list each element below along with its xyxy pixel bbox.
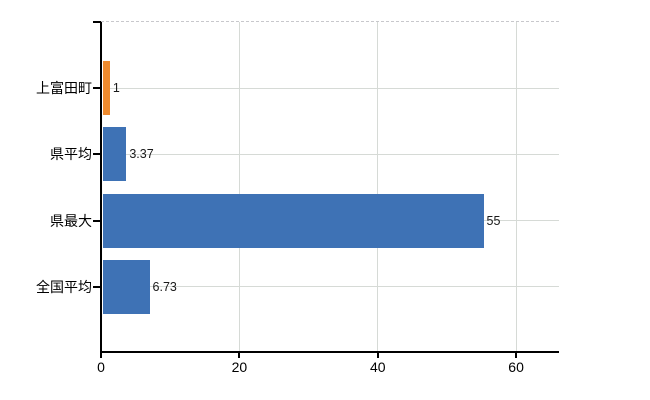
bar bbox=[103, 193, 484, 248]
value-label: 3.37 bbox=[129, 147, 154, 162]
bar bbox=[103, 259, 150, 314]
h-gridline bbox=[103, 286, 559, 288]
x-tick bbox=[238, 353, 241, 358]
x-tick-label: 20 bbox=[231, 359, 248, 375]
h-gridline bbox=[103, 153, 559, 155]
plot-top-border bbox=[101, 21, 559, 22]
x-tick bbox=[100, 353, 102, 358]
category-label: 県最大 bbox=[50, 212, 92, 229]
y-tick bbox=[93, 153, 101, 156]
x-tick bbox=[515, 353, 518, 358]
x-tick-label: 60 bbox=[508, 359, 524, 375]
x-tick bbox=[376, 353, 379, 358]
value-label: 6.73 bbox=[152, 279, 177, 294]
y-tick bbox=[93, 219, 101, 222]
category-label: 県平均 bbox=[50, 146, 92, 163]
v-gridline bbox=[515, 22, 517, 351]
x-axis-line bbox=[100, 351, 559, 353]
x-tick-label: 40 bbox=[369, 359, 386, 375]
bar bbox=[103, 61, 110, 116]
h-gridline bbox=[103, 87, 559, 89]
v-gridline bbox=[238, 22, 240, 351]
bar bbox=[103, 127, 127, 182]
value-label: 1 bbox=[112, 81, 120, 96]
plot-area bbox=[101, 22, 559, 353]
category-label: 上富田町 bbox=[36, 80, 92, 97]
y-tick bbox=[93, 87, 101, 90]
y-tick bbox=[93, 285, 101, 288]
x-tick-label: 0 bbox=[97, 359, 105, 375]
y-axis-line bbox=[100, 22, 102, 353]
y-axis-top-tick bbox=[93, 21, 101, 23]
v-gridline bbox=[377, 22, 379, 351]
value-label: 55 bbox=[486, 213, 501, 228]
category-label: 全国平均 bbox=[36, 278, 92, 295]
